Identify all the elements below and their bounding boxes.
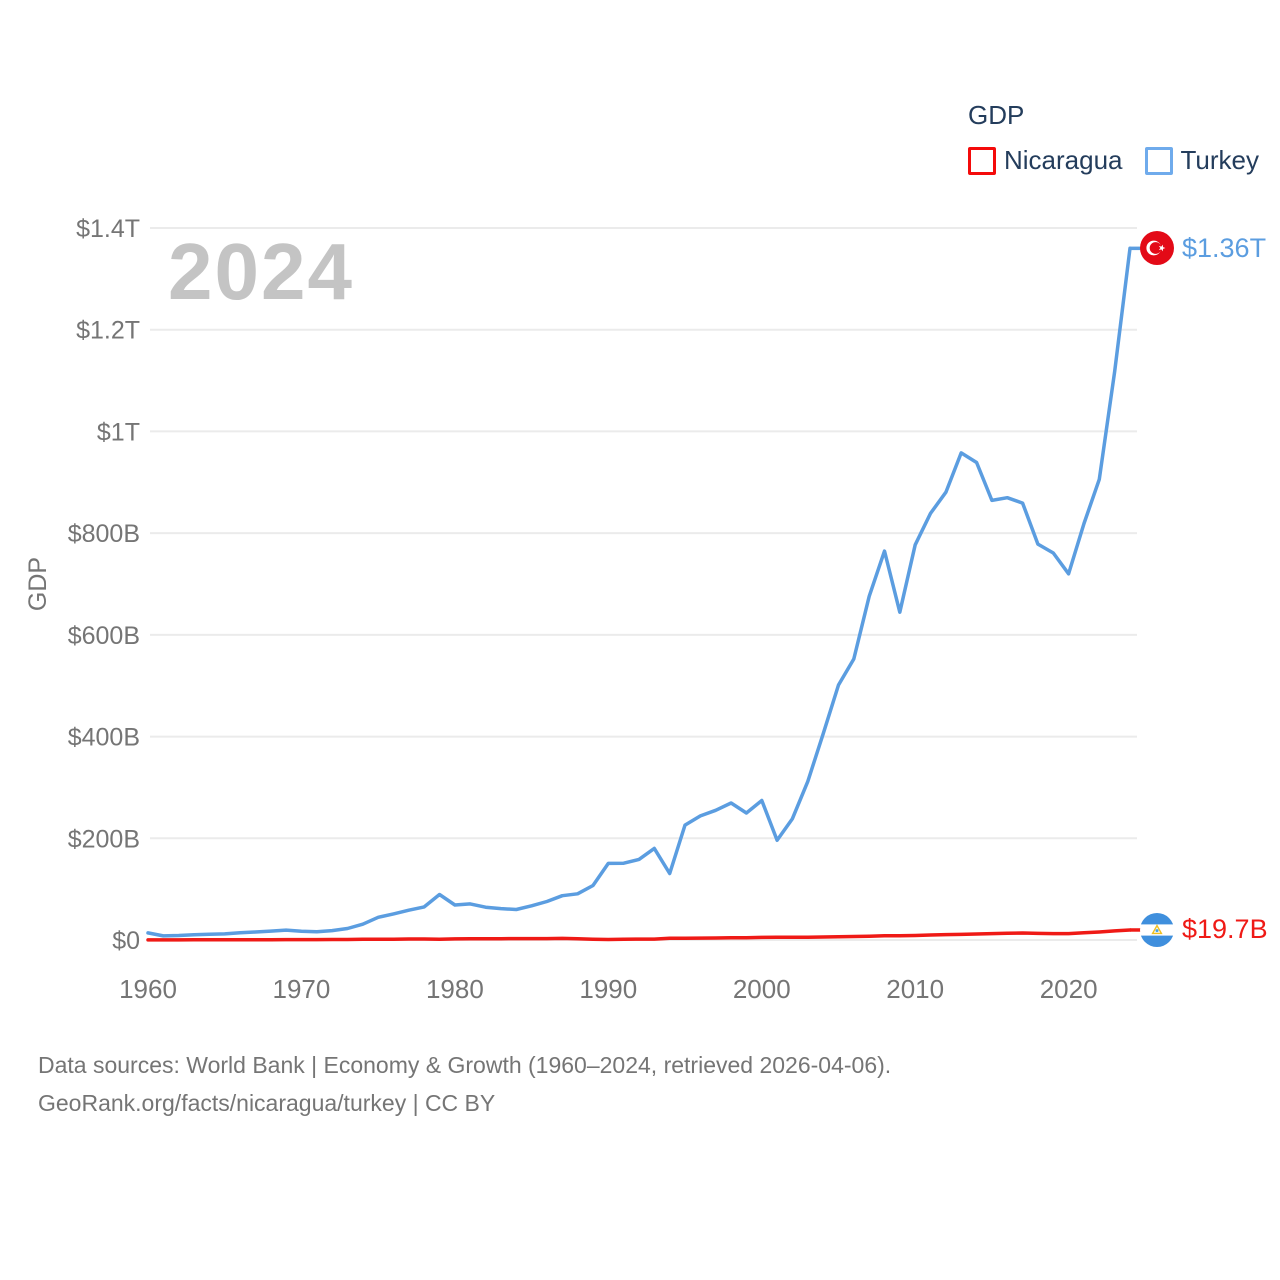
y-axis-title: GDP bbox=[24, 557, 52, 611]
watermark-year: 2024 bbox=[168, 227, 354, 316]
nicaragua-swatch-icon bbox=[968, 146, 996, 175]
x-tick-label: 1970 bbox=[273, 974, 331, 1004]
y-tick-label: $1T bbox=[97, 418, 140, 446]
x-tick-label: 2000 bbox=[733, 974, 791, 1004]
x-tick-label: 2020 bbox=[1040, 974, 1098, 1004]
y-tick-label: $400B bbox=[68, 724, 140, 752]
gdp-line-chart[interactable]: $0 $200B $400B $600B $800B $1T $1.2T $1.4T 1960 1… bbox=[0, 0, 1280, 1040]
footer-attribution: GeoRank.org/facts/nicaragua/turkey | CC … bbox=[38, 1090, 496, 1116]
y-tick-label: $200B bbox=[68, 825, 140, 853]
y-tick-label: $1.4T bbox=[76, 215, 140, 243]
legend-item-nicaragua[interactable]: Nicaragua bbox=[968, 145, 1123, 176]
y-tick-label: $800B bbox=[68, 520, 140, 548]
legend-label-nicaragua: Nicaragua bbox=[1004, 145, 1123, 175]
y-tick-label: $600B bbox=[68, 622, 140, 650]
legend-title: GDP bbox=[968, 100, 1025, 130]
y-tick-label: $1.2T bbox=[76, 317, 140, 345]
nicaragua-flag-icon bbox=[1140, 912, 1174, 947]
y-tick-label: $0 bbox=[112, 927, 140, 955]
turkey-flag-icon bbox=[1140, 231, 1174, 266]
series-line-turkey bbox=[146, 246, 1132, 938]
x-tick-label: 1960 bbox=[119, 974, 177, 1004]
legend-items: Nicaragua Turkey bbox=[968, 145, 1259, 176]
turkey-end-label: $1.36T bbox=[1140, 231, 1267, 266]
legend: GDP Nicaragua Turkey bbox=[968, 100, 1259, 176]
x-tick-label: 1980 bbox=[426, 974, 484, 1004]
series-line-nicaragua bbox=[146, 928, 1132, 942]
footer: Data sources: World Bank | Economy & Gro… bbox=[38, 1046, 891, 1122]
turkey-end-value: $1.36T bbox=[1182, 232, 1267, 263]
footer-sources: Data sources: World Bank | Economy & Gro… bbox=[38, 1052, 892, 1078]
legend-label-turkey: Turkey bbox=[1180, 145, 1260, 175]
nicaragua-end-value: $19.7B bbox=[1182, 914, 1268, 945]
x-tick-label: 2010 bbox=[886, 974, 944, 1004]
turkey-swatch-icon bbox=[1144, 146, 1173, 175]
nicaragua-end-label: $19.7B bbox=[1140, 912, 1268, 947]
x-tick-label: 1990 bbox=[579, 974, 637, 1004]
legend-item-turkey[interactable]: Turkey bbox=[1144, 145, 1260, 176]
